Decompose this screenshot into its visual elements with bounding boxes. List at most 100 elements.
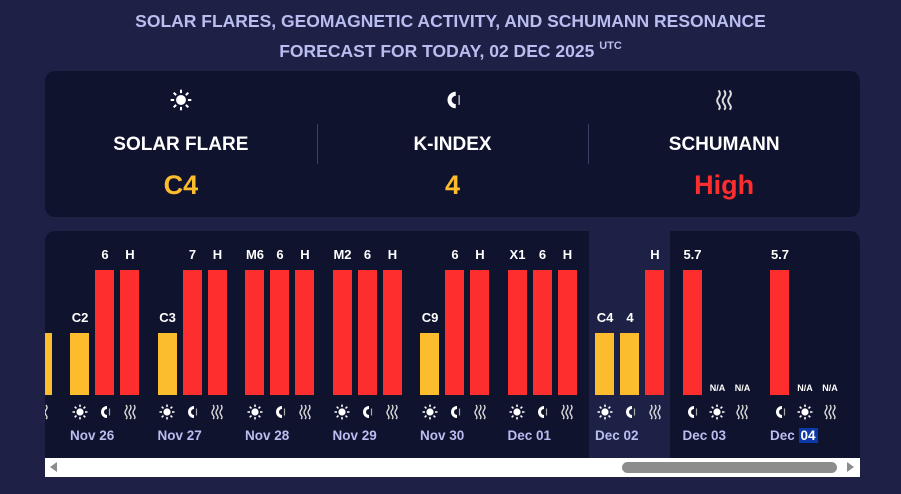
schumann-icon bbox=[645, 404, 664, 420]
bar-value-label: 7 bbox=[188, 247, 197, 262]
bar-value-label: H bbox=[562, 247, 573, 262]
summary-value: High bbox=[694, 170, 755, 200]
date-text: Dec 01 bbox=[507, 428, 552, 443]
bar-sun bbox=[245, 270, 264, 395]
bar-value-label: H bbox=[125, 247, 135, 262]
date-text: Dec 03 bbox=[682, 428, 727, 443]
summary-value: 4 bbox=[444, 170, 461, 200]
date-text: Nov 28 bbox=[245, 428, 290, 443]
bar-value-label: H bbox=[387, 247, 398, 262]
bar-waves bbox=[470, 270, 489, 395]
schumann-icon bbox=[295, 404, 314, 420]
sun-icon bbox=[333, 404, 352, 420]
date-text: Nov 30 bbox=[420, 428, 465, 443]
bar-value-label: 5.7 bbox=[683, 247, 702, 262]
magnet-icon bbox=[183, 404, 202, 420]
sun-icon bbox=[508, 404, 527, 420]
date-label: Dec 02 bbox=[595, 428, 639, 443]
schumann-icon bbox=[820, 404, 839, 420]
schumann-icon bbox=[208, 404, 227, 420]
bar-sun bbox=[507, 270, 527, 395]
bar-partial bbox=[45, 333, 52, 395]
summary-solar-flare: SOLAR FLARE C4 bbox=[45, 71, 317, 217]
schumann-icon bbox=[558, 404, 577, 420]
bar-value-label: H bbox=[300, 247, 310, 262]
bar-magnet bbox=[182, 270, 202, 395]
bar-sun bbox=[420, 333, 439, 395]
date-text: Nov 27 bbox=[157, 428, 202, 443]
waves-icon bbox=[588, 89, 860, 111]
bar-value-label: N/A bbox=[822, 383, 838, 393]
date-text: Dec 02 bbox=[595, 428, 639, 443]
scroll-left-arrow-icon[interactable] bbox=[50, 462, 57, 472]
magnet-icon bbox=[770, 404, 789, 420]
date-text: Nov 26 bbox=[70, 428, 115, 443]
bar-value-label: 6 bbox=[363, 247, 372, 262]
sun-icon bbox=[795, 404, 814, 420]
waves-icon bbox=[45, 404, 52, 420]
bar-value-label: C2 bbox=[71, 310, 89, 325]
sun-icon bbox=[420, 404, 439, 420]
bar-sun bbox=[70, 333, 89, 395]
bar-value-label: 6 bbox=[276, 247, 284, 262]
bar-value-label: H bbox=[650, 247, 660, 262]
page-title: SOLAR FLARES, GEOMAGNETIC ACTIVITY, AND … bbox=[0, 9, 901, 64]
bar-magnet bbox=[95, 270, 114, 395]
magnet-icon bbox=[270, 404, 289, 420]
date-label: Nov 26 bbox=[70, 428, 114, 443]
scrollbar-thumb[interactable] bbox=[622, 462, 837, 473]
sun-icon bbox=[245, 404, 264, 420]
bar-value-label: 4 bbox=[626, 310, 634, 325]
magnet-icon bbox=[358, 404, 377, 420]
utc-label: UTC bbox=[599, 40, 622, 52]
bar-value-label: C4 bbox=[596, 310, 614, 325]
magnet-icon bbox=[95, 404, 114, 420]
bar-value-label: 6 bbox=[538, 247, 547, 262]
bar-waves bbox=[207, 270, 227, 395]
date-text: Dec bbox=[770, 428, 795, 443]
sun-icon bbox=[708, 404, 727, 420]
sun-icon bbox=[158, 404, 177, 420]
bar-waves bbox=[120, 270, 139, 395]
sun-icon bbox=[595, 404, 614, 420]
date-selected-text: 04 bbox=[798, 428, 818, 443]
bar-value-label: 5.7 bbox=[770, 247, 790, 262]
magnet-icon bbox=[620, 404, 639, 420]
schumann-icon bbox=[383, 404, 402, 420]
title-line-1: SOLAR FLARES, GEOMAGNETIC ACTIVITY, AND … bbox=[135, 11, 766, 31]
horizontal-scrollbar[interactable] bbox=[45, 458, 860, 477]
summary-label: SOLAR FLARE bbox=[113, 134, 249, 155]
schumann-icon bbox=[120, 404, 139, 420]
date-label: Nov 29 bbox=[333, 428, 377, 443]
sun-icon bbox=[45, 89, 317, 111]
bar-value-label: C9 bbox=[421, 310, 439, 325]
forecast-chart[interactable]: C2 6 H Nov 26 C3 7 H Nov 27 M6 6 H Nov 28 M2 6 H Nov 29… bbox=[45, 231, 860, 477]
bar-sun bbox=[595, 333, 614, 395]
sun-icon bbox=[70, 404, 89, 420]
magnet-icon bbox=[445, 404, 464, 420]
bar-value-label: 6 bbox=[451, 247, 459, 262]
bar-magnet bbox=[357, 270, 377, 395]
scroll-right-arrow-icon[interactable] bbox=[847, 462, 854, 472]
magnet-icon bbox=[533, 404, 552, 420]
bar-magnet bbox=[270, 270, 289, 395]
bar-magnet bbox=[532, 270, 552, 395]
bar-magnet bbox=[445, 270, 464, 395]
bar-value-label: C3 bbox=[159, 310, 176, 325]
date-label: Dec 01 bbox=[508, 428, 552, 443]
schumann-icon bbox=[733, 404, 752, 420]
bar-waves bbox=[295, 270, 314, 395]
bar-value-label: N/A bbox=[734, 383, 751, 393]
bar-waves bbox=[645, 270, 664, 395]
today-summary: SOLAR FLARE C4 K-INDEX 4 SCHUMANN High bbox=[45, 71, 860, 217]
bar-value-label: H bbox=[212, 247, 223, 262]
bar-value-label: M2 bbox=[333, 247, 352, 262]
bar-value-label: X1 bbox=[509, 247, 526, 262]
summary-label: K-INDEX bbox=[413, 134, 492, 155]
magnet-icon bbox=[683, 404, 702, 420]
date-label: Nov 27 bbox=[158, 428, 202, 443]
date-label: Nov 30 bbox=[420, 428, 464, 443]
bar-value-label: M6 bbox=[245, 247, 265, 262]
bar-value-label: 6 bbox=[101, 247, 109, 262]
bar-magnet bbox=[620, 333, 639, 395]
